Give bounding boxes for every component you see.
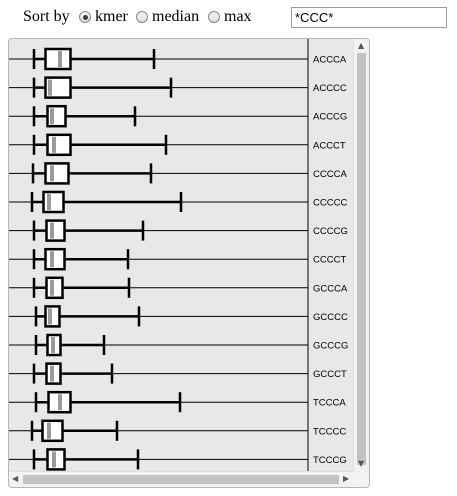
median-mark — [47, 422, 51, 439]
median-mark — [47, 194, 51, 210]
kmer-label: GCCCT — [313, 369, 347, 380]
iqr-box — [44, 305, 61, 328]
kmer-label: ACCCT — [313, 140, 346, 151]
kmer-label: GCCCG — [313, 341, 348, 352]
kmer-label: ACCCC — [313, 83, 347, 94]
iqr-box — [42, 190, 65, 214]
kmer-filter-input[interactable] — [291, 7, 447, 28]
median-mark — [50, 251, 54, 268]
sort-toolbar: Sort by kmer median max — [0, 0, 457, 36]
kmer-label: TCCCC — [313, 426, 346, 437]
kmer-label: TCCCA — [313, 398, 346, 409]
kmer-label: GCCCC — [313, 312, 348, 323]
sort-kmer-option[interactable]: kmer — [79, 8, 128, 26]
kmer-label: TCCCG — [313, 455, 347, 466]
sort-max-radio[interactable] — [208, 11, 220, 23]
horizontal-scroll-thumb[interactable] — [23, 475, 339, 484]
sort-median-radio[interactable] — [136, 11, 148, 23]
kmer-label: GCCCA — [313, 283, 348, 294]
kmer-label: ACCCG — [313, 112, 347, 123]
sort-kmer-label: kmer — [95, 8, 128, 25]
median-mark — [50, 222, 54, 239]
kmer-label: CCCCG — [313, 226, 348, 237]
median-mark — [50, 365, 54, 382]
scroll-corner — [354, 472, 369, 487]
kmer-label: CCCCA — [313, 169, 347, 180]
sort-by-label: Sort by — [23, 8, 70, 25]
scroll-right-arrow-icon[interactable]: ▶ — [343, 474, 350, 483]
scroll-left-arrow-icon[interactable]: ◀ — [12, 474, 19, 483]
median-mark — [50, 279, 54, 296]
median-mark — [48, 308, 52, 325]
iqr-box — [44, 247, 66, 271]
scroll-down-arrow-icon[interactable]: ▼ — [358, 459, 365, 468]
median-mark — [52, 136, 56, 153]
median-mark — [58, 51, 62, 67]
sort-max-label: max — [224, 8, 252, 25]
iqr-box — [46, 133, 72, 157]
kmer-label: ACCCA — [313, 55, 347, 66]
vertical-scroll-thumb[interactable] — [357, 53, 366, 465]
iqr-box — [45, 219, 66, 242]
boxplot-chart: ACCCA ACCCC ACCCG ACCCT CCCCA CCCCC CCCCG CCCCT… — [9, 39, 348, 473]
iqr-box — [41, 419, 64, 443]
iqr-box — [44, 162, 70, 185]
scroll-up-arrow-icon[interactable]: ▲ — [358, 41, 365, 50]
sort-max-option[interactable]: max — [208, 8, 252, 26]
median-mark — [50, 165, 54, 182]
median-mark — [52, 451, 56, 468]
horizontal-scrollbar[interactable]: ◀ ▶ — [9, 471, 355, 487]
kmer-label: CCCCT — [313, 255, 346, 266]
kmer-label: CCCCC — [313, 198, 347, 209]
sort-kmer-radio[interactable] — [79, 11, 91, 23]
boxplot-panel: ACCCA ACCCC ACCCG ACCCT CCCCA CCCCC CCCCG CCCCT… — [8, 38, 370, 488]
median-mark — [51, 337, 55, 353]
sort-median-option[interactable]: median — [136, 8, 199, 26]
vertical-scrollbar[interactable]: ▲ ▼ — [353, 39, 369, 473]
median-mark — [50, 108, 54, 125]
median-mark — [48, 79, 52, 96]
median-mark — [58, 394, 62, 411]
iqr-box — [45, 276, 64, 300]
sort-median-label: median — [152, 8, 200, 25]
